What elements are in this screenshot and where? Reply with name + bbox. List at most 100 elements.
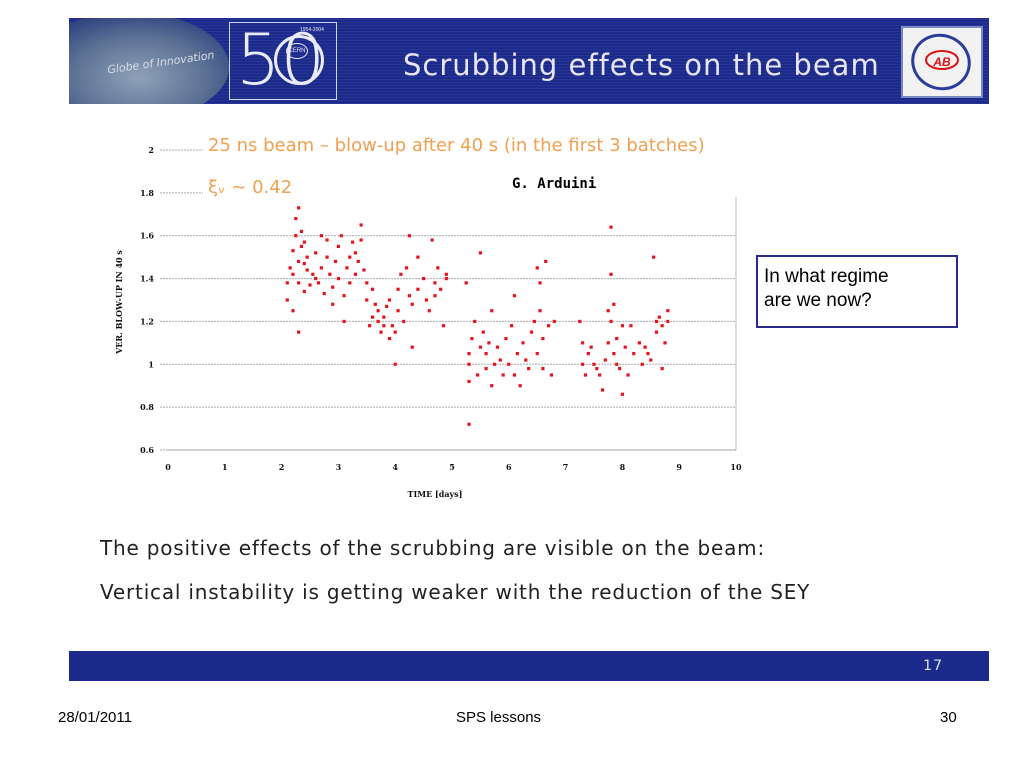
callout-line-2: are we now? <box>764 290 872 311</box>
data-point <box>609 319 613 324</box>
data-point <box>646 351 650 356</box>
data-point <box>285 281 289 285</box>
data-point <box>331 302 335 306</box>
data-point <box>351 240 355 244</box>
y-tick-label: 1.6 <box>140 231 154 241</box>
data-point <box>660 324 664 328</box>
header-banner: Globe of Innovation 50 CERN 1954-2004 Sc… <box>69 18 989 104</box>
y-tick-label: 2 <box>148 145 154 155</box>
data-point <box>422 276 426 281</box>
data-point <box>396 309 400 313</box>
cern-logo-text: CERN <box>286 43 308 59</box>
data-point <box>654 330 659 334</box>
data-point <box>544 259 548 264</box>
scatter-chart: 0.6 0.8 1 1.2 1.4 1.6 1.8 2 0 1 2 3 4 5 6 7 8 9 10 25 ns … <box>114 135 742 499</box>
data-point <box>365 298 369 302</box>
data-point <box>495 345 500 349</box>
data-point <box>291 309 295 313</box>
data-point <box>299 229 304 234</box>
data-point <box>359 238 363 242</box>
data-point <box>433 294 437 298</box>
data-point <box>407 234 411 238</box>
callout-box: In what regime are we now? <box>756 255 958 328</box>
y-tick-label: 0.8 <box>140 402 154 412</box>
data-point <box>549 373 553 377</box>
data-point <box>348 255 352 259</box>
footer-date: 28/01/2011 <box>58 709 132 726</box>
data-point <box>541 366 545 371</box>
data-point <box>504 336 508 341</box>
data-point <box>467 422 471 426</box>
x-tick-label: 6 <box>506 462 512 472</box>
data-point <box>297 281 301 285</box>
data-point <box>294 216 298 221</box>
body-text-line-1: The positive effects of the scrubbing ar… <box>100 536 765 560</box>
data-point <box>316 281 321 285</box>
x-tick-label: 4 <box>392 462 398 472</box>
data-point <box>385 304 389 309</box>
x-tick-label: 5 <box>449 462 455 472</box>
logo-years-text: 1954-2004 <box>300 27 324 33</box>
data-point <box>589 345 593 349</box>
data-point <box>527 366 531 371</box>
data-point <box>285 298 289 302</box>
data-point <box>424 298 429 302</box>
data-point <box>490 309 494 313</box>
data-point <box>410 302 414 306</box>
data-point <box>368 324 372 328</box>
x-tick-label: 10 <box>730 462 742 472</box>
data-point <box>606 309 610 313</box>
data-point <box>518 384 522 388</box>
data-point <box>444 276 448 281</box>
y-tick-label: 1.2 <box>140 316 154 326</box>
data-point <box>470 336 474 341</box>
data-point <box>541 336 545 341</box>
data-point <box>603 358 607 362</box>
data-point <box>439 287 443 291</box>
data-point <box>314 276 318 281</box>
data-point <box>416 287 420 291</box>
data-point <box>319 234 323 238</box>
data-point <box>617 366 622 371</box>
data-point <box>606 341 610 345</box>
data-point <box>291 249 295 253</box>
data-point <box>666 319 670 324</box>
data-point <box>348 281 352 285</box>
data-point <box>666 309 670 313</box>
data-point <box>297 259 301 264</box>
data-point <box>515 351 519 356</box>
callout-line-1: In what regime <box>764 266 889 287</box>
data-point <box>376 319 380 324</box>
data-point <box>612 302 616 306</box>
data-point <box>598 373 602 377</box>
data-point <box>393 362 397 366</box>
data-point <box>359 223 363 227</box>
data-point <box>660 366 664 371</box>
data-point <box>441 324 446 328</box>
data-point <box>609 272 613 276</box>
data-point <box>373 302 377 306</box>
data-point <box>493 362 497 366</box>
data-point <box>322 291 326 296</box>
data-point <box>305 268 309 272</box>
y-tick-label: 1.8 <box>140 188 154 198</box>
data-point <box>615 362 619 366</box>
data-point <box>376 309 380 313</box>
data-point <box>345 266 349 270</box>
data-point <box>529 330 534 334</box>
data-point <box>299 244 304 249</box>
data-point <box>501 373 505 377</box>
data-point <box>297 206 301 210</box>
data-point <box>410 345 414 349</box>
data-point <box>475 373 480 377</box>
data-point <box>291 272 295 276</box>
data-point <box>467 379 471 384</box>
data-point <box>339 234 343 238</box>
data-point <box>600 388 605 392</box>
data-point <box>654 319 659 324</box>
data-point <box>379 330 383 334</box>
x-tick-label: 9 <box>676 462 682 472</box>
data-point <box>620 324 624 328</box>
data-point <box>362 268 366 272</box>
data-point <box>336 244 340 249</box>
